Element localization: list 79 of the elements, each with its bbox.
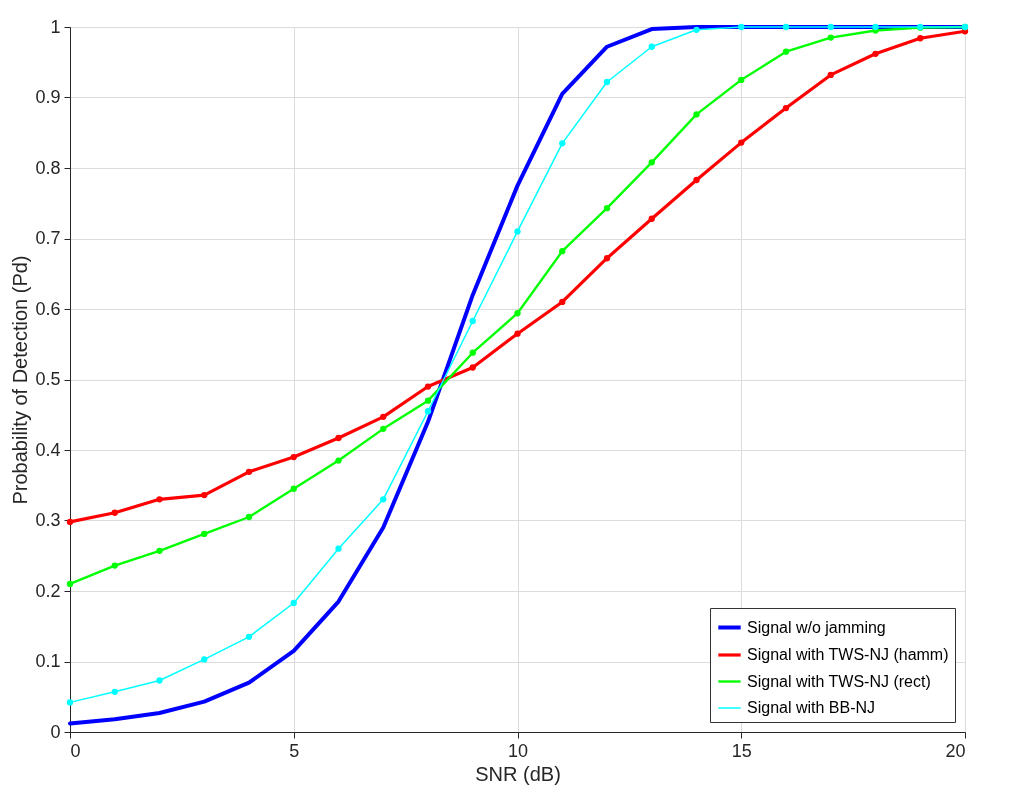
point (782, 48, 790, 55)
x-tick-label: 0 (70, 740, 81, 761)
y-tick-label: 0.3 (35, 510, 61, 530)
point (335, 457, 342, 464)
y-tick-label: 0.2 (35, 580, 61, 601)
point (424, 408, 432, 415)
point (872, 50, 879, 57)
y-tick-label: 0.1 (35, 651, 61, 671)
point (514, 310, 521, 317)
point (380, 413, 387, 421)
point (693, 26, 700, 33)
point (201, 530, 208, 538)
point (917, 35, 924, 42)
point (335, 434, 342, 442)
point (738, 23, 745, 31)
y-tick-label: 1 (50, 16, 61, 37)
point (693, 111, 700, 118)
point (66, 518, 74, 526)
x-tick-label: 5 (289, 740, 300, 761)
point (514, 228, 521, 235)
point (648, 159, 655, 166)
legend-label: Signal w/o jamming (747, 618, 886, 636)
point (782, 104, 790, 112)
x-axis-title: SNR (dB) (475, 762, 561, 785)
point (290, 599, 297, 607)
y-tick-label: 0 (50, 721, 61, 742)
point (872, 23, 879, 31)
point (424, 383, 432, 390)
point (66, 699, 74, 706)
x-tick-label: 15 (731, 740, 752, 761)
point (245, 633, 253, 640)
point (827, 71, 834, 79)
point (469, 349, 476, 356)
y-tick-label: 0.6 (35, 298, 61, 319)
point (559, 140, 566, 147)
legend-label: Signal with TWS-NJ (rect) (747, 672, 931, 690)
y-tick-label: 0.7 (35, 228, 61, 248)
point (245, 468, 253, 476)
point (335, 545, 342, 552)
x-tick-label: 20 (945, 740, 966, 761)
legend-label: Signal with TWS-NJ (hamm) (747, 646, 949, 663)
point (380, 425, 387, 433)
point (111, 688, 118, 695)
point (514, 330, 521, 337)
point (782, 23, 790, 31)
point (111, 562, 118, 569)
point (603, 78, 611, 86)
point (603, 255, 611, 262)
point (290, 453, 297, 461)
point (111, 509, 118, 516)
point (156, 547, 163, 554)
point (424, 397, 432, 404)
point (648, 215, 655, 222)
point (559, 248, 566, 255)
point (738, 139, 745, 146)
point (201, 491, 208, 499)
point (648, 43, 655, 50)
y-tick-label: 0.4 (35, 439, 61, 460)
point (156, 496, 163, 503)
point (290, 485, 297, 492)
point (693, 176, 700, 184)
y-axis-title: Probability of Detection (Pd) (9, 255, 32, 505)
point (201, 656, 208, 663)
point (469, 364, 476, 371)
point (380, 496, 387, 503)
y-tick-label: 0.9 (35, 87, 61, 107)
point (156, 677, 163, 684)
point (245, 513, 253, 521)
point (827, 23, 834, 31)
legend-label: Signal with BB-NJ (747, 699, 876, 716)
x-tick-label: 10 (507, 740, 529, 761)
y-tick-label: 0.5 (35, 369, 61, 389)
point (469, 317, 476, 325)
point (603, 205, 611, 212)
point (559, 298, 566, 306)
point (827, 34, 834, 41)
y-tick-label: 0.8 (35, 157, 61, 178)
point (738, 76, 745, 84)
point (66, 580, 74, 588)
